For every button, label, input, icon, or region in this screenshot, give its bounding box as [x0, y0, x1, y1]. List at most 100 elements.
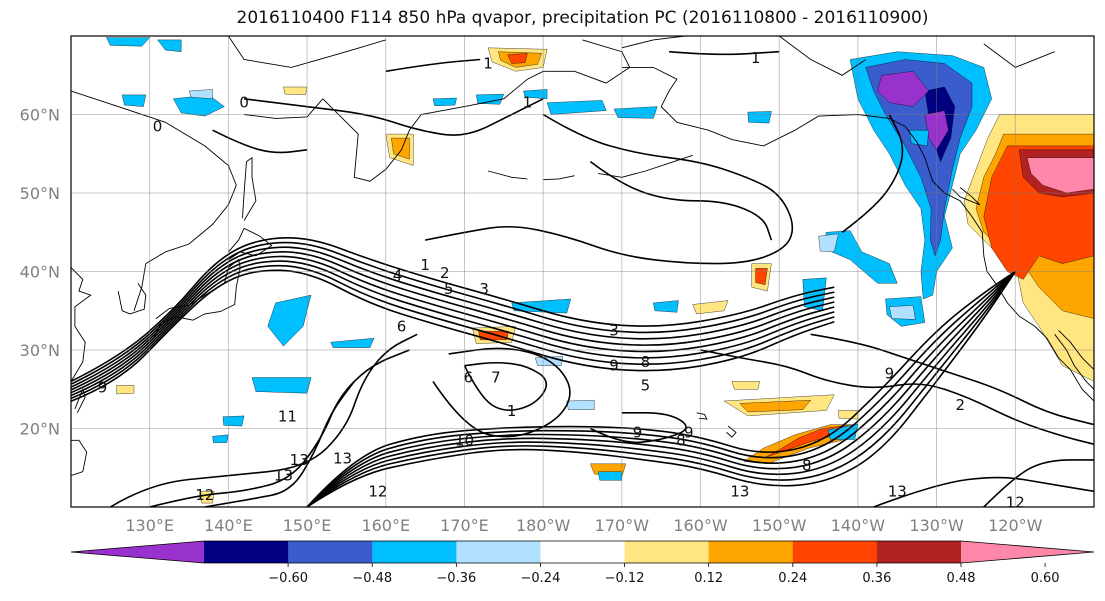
qvapor-contour	[244, 98, 544, 136]
contour-label: 8	[676, 431, 686, 449]
colorbar-tick-label: 0.24	[778, 571, 807, 586]
latitude-tick-label: 30°N	[20, 341, 60, 360]
coastline	[621, 36, 685, 49]
qvapor-contour	[873, 476, 1094, 507]
precip-patch	[818, 233, 839, 253]
contour-label: 8	[802, 456, 812, 474]
colorbar-segment	[708, 541, 794, 563]
colorbar-segment	[540, 541, 626, 563]
coastline	[778, 36, 867, 76]
colorbar-tick-label: −0.48	[352, 571, 392, 586]
contour-label: 8	[641, 353, 651, 371]
coastline	[959, 200, 1094, 402]
contour-label: 3	[609, 321, 619, 339]
contour-label: 13	[290, 451, 309, 469]
latitude-tick-label: 40°N	[20, 263, 60, 282]
contour-label: 12	[195, 486, 214, 504]
contour-label: 3	[479, 280, 489, 298]
precip-patch	[755, 268, 768, 286]
precip-patch	[739, 400, 812, 413]
contour-label: 5	[444, 280, 454, 298]
coastline	[117, 283, 147, 315]
colorbar-segment	[876, 541, 962, 563]
longitude-tick-label: 150°E	[283, 516, 332, 535]
coastline	[952, 187, 981, 206]
contour-label: 1	[483, 54, 493, 72]
contour-label: 13	[888, 482, 907, 500]
colorbar-outline	[70, 540, 1095, 564]
longitude-tick-label: 170°W	[595, 516, 650, 535]
precipitation-shading	[106, 37, 1094, 504]
precip-patch	[157, 39, 182, 52]
coastline	[228, 227, 273, 261]
longitude-tick-label: 140°W	[831, 516, 886, 535]
precip-patch	[908, 130, 929, 147]
contour-label: 13	[274, 467, 293, 485]
precip-patch	[212, 434, 229, 443]
contour-label: 1	[523, 94, 533, 112]
qvapor-contour	[212, 129, 308, 154]
colorbar-segment	[288, 541, 373, 563]
longitude-tick-label: 160°W	[673, 516, 728, 535]
contour-label: 1	[507, 402, 517, 420]
qvapor-contour	[424, 113, 794, 265]
latitude-tick-label: 60°N	[20, 106, 60, 125]
qvapor-contour	[306, 270, 1016, 507]
coastline	[1054, 334, 1094, 390]
contour-label: 13	[333, 449, 352, 467]
qvapor-contour	[306, 271, 1016, 507]
colorbar-tick-label: 0.48	[947, 571, 976, 586]
colorbar-segment	[792, 541, 878, 563]
qvapor-contour	[306, 271, 1016, 507]
precip-patch	[116, 385, 135, 395]
precip-patch	[523, 89, 548, 99]
colorbar-tick-label: −0.24	[521, 571, 561, 586]
colorbar-segment	[456, 541, 541, 563]
map-frame	[70, 35, 1095, 508]
longitude-axis: 130°E 140°E 150°E 160°E 170°E 180°W 170°W 160°W…	[125, 516, 1042, 535]
precip-patch	[731, 381, 760, 390]
contour-label: 2	[440, 264, 450, 282]
contour-label: 11	[278, 408, 297, 426]
colorbar-tick-label: 0.60	[1031, 571, 1060, 586]
contour-label: 1	[751, 49, 761, 67]
precip-patch	[692, 300, 729, 315]
longitude-tick-label: 140°E	[204, 516, 253, 535]
coastline	[543, 175, 575, 181]
colorbar-segment	[204, 541, 289, 563]
colorbar-extend-low	[71, 541, 204, 563]
precip-patch	[330, 337, 375, 348]
coastline	[726, 425, 737, 438]
contour-label: 0	[153, 117, 163, 135]
contour-label: 6	[397, 317, 407, 335]
qvapor-contour	[204, 380, 355, 507]
colorbar-tick-label: 0.36	[862, 571, 891, 586]
longitude-tick-label: 130°W	[909, 516, 964, 535]
qvapor-contour	[385, 58, 481, 73]
precip-patch	[391, 137, 410, 160]
qvapor-contour	[841, 114, 904, 233]
coastline	[228, 36, 386, 68]
contour-label: 9	[684, 423, 694, 441]
precip-patch	[476, 93, 505, 105]
contour-label: 7	[491, 368, 501, 386]
contour-label: 5	[641, 376, 651, 394]
contour-label: 0	[239, 94, 249, 112]
qvapor-contour	[306, 270, 1016, 507]
figure-title: 2016110400 F114 850 hPa qvapor, precipit…	[236, 8, 929, 28]
colorbar-extend-high	[961, 541, 1094, 563]
contour-label: 9	[885, 365, 895, 383]
contour-label: 12	[1006, 493, 1025, 511]
precip-patch	[222, 415, 245, 427]
colorbar-tick-label: 0.12	[694, 571, 723, 586]
qvapor-contour	[810, 333, 1094, 426]
precip-patch	[188, 89, 213, 99]
contour-label: 2	[955, 396, 965, 414]
coastline	[598, 154, 693, 178]
contour-label: 10	[455, 431, 474, 449]
contour-label: 9	[633, 423, 643, 441]
longitude-tick-label: 150°W	[752, 516, 807, 535]
coastline	[487, 170, 528, 180]
